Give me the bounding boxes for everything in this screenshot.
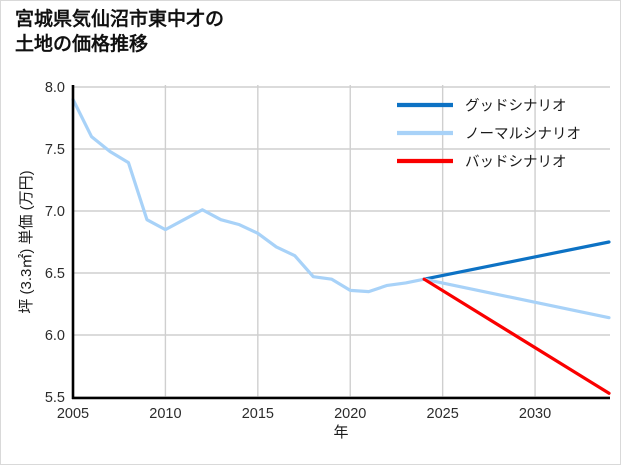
x-tick-label: 2030: [519, 406, 551, 422]
x-tick-label: 2015: [242, 406, 274, 422]
legend-label-1[interactable]: ノーマルシナリオ: [465, 127, 581, 143]
legend-label-2[interactable]: バッドシナリオ: [465, 155, 567, 171]
x-tick-label: 2010: [149, 406, 181, 422]
series-line-グッドシナリオ: [422, 240, 611, 281]
y-axis-tick-labels: 5.5 6.0 6.5 7.0 7.5 8.0: [45, 80, 65, 406]
series-line-バッドシナリオ: [422, 277, 611, 395]
x-axis-tick-labels: 2005 2010 2015 2020 2025 2030: [57, 406, 551, 422]
series-line-履歴: [71, 97, 426, 294]
y-tick-label: 5.5: [45, 390, 65, 406]
legend-label-0[interactable]: グッドシナリオ: [465, 98, 567, 115]
x-tick-label: 2025: [427, 406, 459, 422]
y-tick-label: 8.0: [45, 80, 65, 96]
y-tick-label: 6.5: [45, 266, 65, 282]
data-series-layer: [71, 97, 611, 395]
axis-lines: [71, 85, 610, 400]
page-title: 宮城県気仙沼市東中才の 土地の価格推移: [15, 9, 225, 56]
x-axis-title: 年: [333, 424, 348, 441]
y-tick-label: 7.0: [45, 204, 65, 220]
y-axis-title: 坪 (3.3㎡) 単価 (万円): [18, 170, 35, 313]
x-tick-label: 2005: [57, 406, 89, 422]
series-line-ノーマルシナリオ: [422, 277, 611, 320]
y-tick-label: 7.5: [45, 142, 65, 158]
y-tick-label: 6.0: [45, 328, 65, 344]
x-tick-label: 2020: [334, 406, 366, 422]
